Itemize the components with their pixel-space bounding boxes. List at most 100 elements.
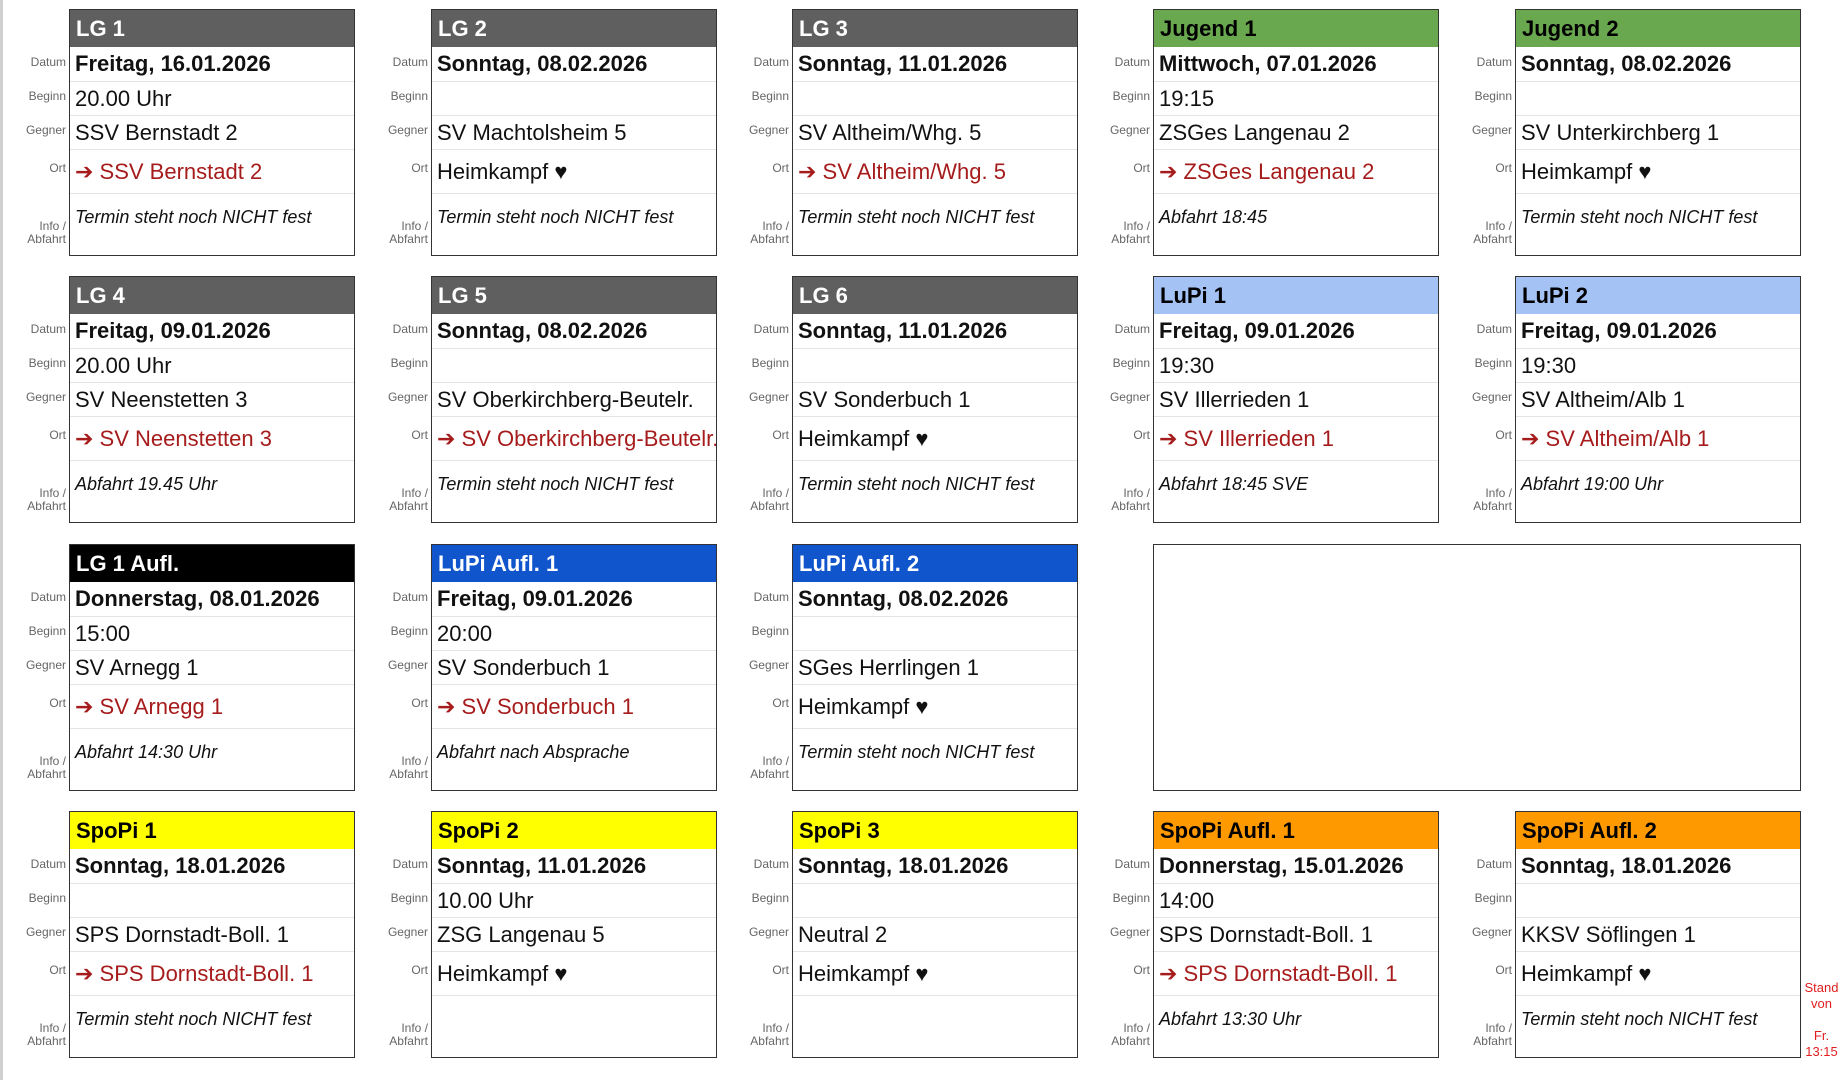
label-beginn: Beginn	[751, 356, 789, 370]
label-info2: Abfahrt	[27, 499, 66, 513]
field-ort: Heimkampf ♥	[793, 951, 1077, 995]
label-datum: Datum	[392, 55, 428, 69]
field-beginn	[1516, 883, 1800, 917]
field-gegner: SV Sonderbuch 1	[793, 382, 1077, 416]
field-ort: ➔ SV Oberkirchberg-Beutelr.	[432, 416, 716, 460]
field-gegner: SPS Dornstadt-Boll. 1	[1154, 917, 1438, 951]
label-beginn: Beginn	[390, 89, 428, 103]
field-datum: Sonntag, 08.02.2026	[437, 51, 648, 76]
field-ort: ➔ SV Illerrieden 1	[1154, 416, 1438, 460]
row-labels: Datum Beginn Gegner Ort Info / Abfahrt	[368, 544, 428, 791]
label-ort: Ort	[772, 428, 789, 442]
team-card: LG 6 Sonntag, 11.01.2026 SV Sonderbuch 1 He…	[792, 276, 1078, 523]
field-beginn: 19:15	[1154, 81, 1438, 115]
label-ort: Ort	[1133, 428, 1150, 442]
field-gegner: ZSG Langenau 5	[432, 917, 716, 951]
team-title: LG 1 Aufl.	[70, 545, 354, 582]
label-info2: Abfahrt	[1473, 1034, 1512, 1048]
field-datum: Sonntag, 18.01.2026	[1521, 853, 1732, 878]
team-card: LuPi Aufl. 2 Sonntag, 08.02.2026 SGes Herr…	[792, 544, 1078, 791]
label-datum: Datum	[1476, 55, 1512, 69]
label-info2: Abfahrt	[1111, 232, 1150, 246]
row-labels: Datum Beginn Gegner Ort Info / Abfahrt	[729, 811, 789, 1058]
field-info: Abfahrt 19.45 Uhr	[70, 460, 354, 522]
field-beginn: 15:00	[70, 616, 354, 650]
field-beginn: 20.00 Uhr	[70, 348, 354, 382]
field-gegner: SV Arnegg 1	[70, 650, 354, 684]
label-info2: Abfahrt	[389, 1034, 428, 1048]
label-gegner: Gegner	[748, 925, 789, 939]
label-datum: Datum	[30, 857, 66, 871]
label-gegner: Gegner	[25, 390, 66, 404]
label-info2: Abfahrt	[389, 767, 428, 781]
label-datum: Datum	[30, 322, 66, 336]
field-gegner: SV Sonderbuch 1	[432, 650, 716, 684]
label-datum: Datum	[753, 55, 789, 69]
row-labels: Datum Beginn Gegner Ort Info / Abfahrt	[729, 544, 789, 791]
label-info2: Abfahrt	[750, 1034, 789, 1048]
field-ort: ➔ SPS Dornstadt-Boll. 1	[70, 951, 354, 995]
field-gegner: KKSV Söflingen 1	[1516, 917, 1800, 951]
team-card: LG 1 Freitag, 16.01.2026 20.00 Uhr SSV Bern…	[69, 9, 355, 256]
field-datum: Sonntag, 11.01.2026	[437, 853, 647, 878]
row-labels: Datum Beginn Gegner Ort Info / Abfahrt	[6, 276, 66, 523]
label-ort: Ort	[49, 696, 66, 710]
row-labels: Datum Beginn Gegner Ort Info / Abfahrt	[1452, 9, 1512, 256]
field-ort: ➔ SV Sonderbuch 1	[432, 684, 716, 728]
label-beginn: Beginn	[1474, 356, 1512, 370]
field-gegner: SV Illerrieden 1	[1154, 382, 1438, 416]
field-gegner: Neutral 2	[793, 917, 1077, 951]
label-datum: Datum	[753, 322, 789, 336]
field-ort: ➔ SV Arnegg 1	[70, 684, 354, 728]
label-info: Info /	[39, 754, 66, 768]
label-gegner: Gegner	[1471, 123, 1512, 137]
field-beginn: 20:00	[432, 616, 716, 650]
field-datum: Sonntag, 08.02.2026	[1521, 51, 1732, 76]
row-labels: Datum Beginn Gegner Ort Info / Abfahrt	[6, 811, 66, 1058]
field-ort: Heimkampf ♥	[793, 416, 1077, 460]
team-title: LuPi 2	[1516, 277, 1800, 314]
team-card: SpoPi 2 Sonntag, 11.01.2026 10.00 Uhr ZSG L…	[431, 811, 717, 1058]
label-info2: Abfahrt	[750, 499, 789, 513]
field-beginn: 20.00 Uhr	[70, 81, 354, 115]
label-info: Info /	[762, 219, 789, 233]
label-info2: Abfahrt	[27, 767, 66, 781]
row-labels: Datum Beginn Gegner Ort Info / Abfahrt	[368, 276, 428, 523]
label-info2: Abfahrt	[1473, 499, 1512, 513]
field-beginn: 19:30	[1516, 348, 1800, 382]
field-ort: Heimkampf ♥	[1516, 149, 1800, 193]
field-beginn	[1516, 81, 1800, 115]
label-datum: Datum	[30, 55, 66, 69]
field-gegner: SSV Bernstadt 2	[70, 115, 354, 149]
field-ort: ➔ SV Altheim/Whg. 5	[793, 149, 1077, 193]
label-gegner: Gegner	[748, 390, 789, 404]
team-title: SpoPi 3	[793, 812, 1077, 849]
team-title: LuPi Aufl. 1	[432, 545, 716, 582]
field-info: Termin steht noch NICHT fest	[70, 995, 354, 1057]
row-labels: Datum Beginn Gegner Ort Info / Abfahrt	[6, 544, 66, 791]
field-datum: Mittwoch, 07.01.2026	[1159, 51, 1377, 76]
team-card: LG 2 Sonntag, 08.02.2026 SV Machtolsheim 5…	[431, 9, 717, 256]
row-labels: Datum Beginn Gegner Ort Info / Abfahrt	[368, 811, 428, 1058]
stand-line3: Fr.	[1813, 1028, 1830, 1043]
empty-card	[1153, 544, 1801, 791]
team-card: Jugend 2 Sonntag, 08.02.2026 SV Unterkirch…	[1515, 9, 1801, 256]
field-ort: ➔ SV Altheim/Alb 1	[1516, 416, 1800, 460]
field-gegner: SV Oberkirchberg-Beutelr.	[432, 382, 716, 416]
row-labels: Datum Beginn Gegner Ort Info / Abfahrt	[1090, 9, 1150, 256]
field-datum: Sonntag, 08.02.2026	[798, 586, 1009, 611]
label-info: Info /	[1485, 1021, 1512, 1035]
team-title: LuPi Aufl. 2	[793, 545, 1077, 582]
label-gegner: Gegner	[387, 123, 428, 137]
team-card: LuPi 1 Freitag, 09.01.2026 19:30 SV Illerri…	[1153, 276, 1439, 523]
row-labels: Datum Beginn Gegner Ort Info / Abfahrt	[1452, 811, 1512, 1058]
field-gegner: SV Machtolsheim 5	[432, 115, 716, 149]
field-datum: Sonntag, 08.02.2026	[437, 318, 648, 343]
label-datum: Datum	[392, 857, 428, 871]
team-card: SpoPi Aufl. 2 Sonntag, 18.01.2026 KKSV Söf…	[1515, 811, 1801, 1058]
label-gegner: Gegner	[1471, 390, 1512, 404]
field-ort: ➔ SV Neenstetten 3	[70, 416, 354, 460]
label-gegner: Gegner	[25, 123, 66, 137]
stand-line1: Stand	[1804, 980, 1839, 995]
field-datum: Sonntag, 18.01.2026	[798, 853, 1009, 878]
